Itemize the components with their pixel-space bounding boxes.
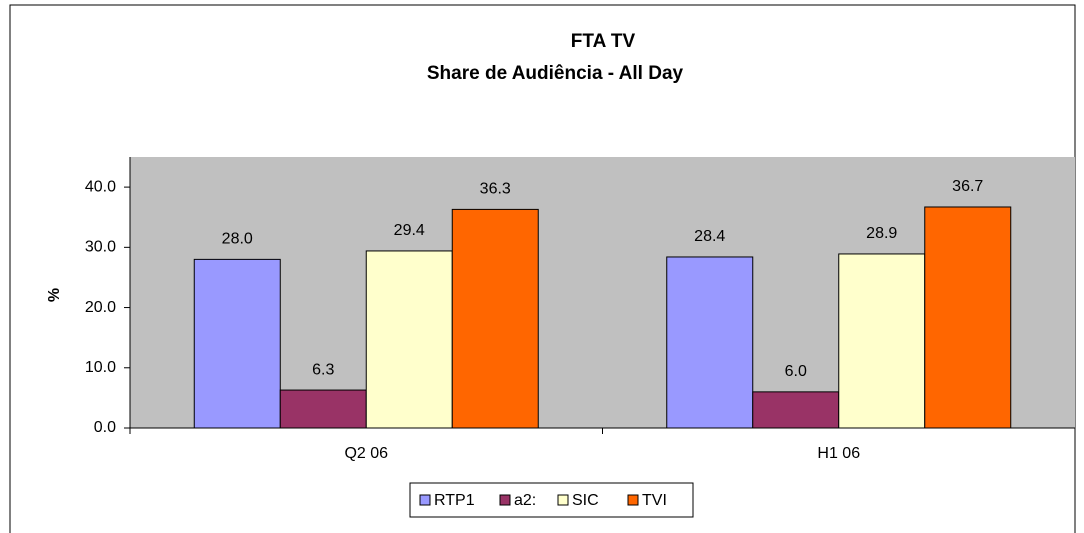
legend-label: a2:	[514, 492, 536, 509]
legend-label: TVI	[642, 492, 667, 509]
bar	[752, 391, 840, 429]
data-label: 28.9	[866, 225, 897, 242]
bar	[666, 256, 754, 429]
bar	[279, 389, 367, 429]
data-label: 28.4	[694, 228, 725, 245]
data-label: 6.3	[312, 361, 334, 378]
y-tick-label: 0.0	[94, 419, 116, 436]
y-tick-label: 40.0	[85, 178, 116, 195]
data-label: 36.7	[952, 178, 983, 195]
bar	[365, 250, 453, 429]
y-axis-label: %	[46, 288, 63, 302]
data-label: 29.4	[394, 222, 425, 239]
legend-label: RTP1	[434, 492, 475, 509]
y-tick-label: 20.0	[85, 299, 116, 316]
bar	[838, 253, 926, 429]
bar	[193, 258, 281, 429]
y-tick-label: 10.0	[85, 359, 116, 376]
bar	[924, 206, 1012, 429]
y-tick-label: 30.0	[85, 239, 116, 256]
legend-label: SIC	[572, 492, 599, 509]
data-label: 28.0	[222, 231, 253, 248]
legend-swatch	[419, 494, 431, 506]
data-label: 36.3	[480, 181, 511, 198]
legend-swatch	[557, 494, 569, 506]
bar	[451, 208, 539, 429]
chart-title: FTA TV	[571, 31, 636, 52]
x-tick-label: Q2 06	[344, 445, 388, 462]
chart-subtitle: Share de Audiência - All Day	[427, 63, 684, 84]
legend-swatch	[499, 494, 511, 506]
legend-swatch	[627, 494, 639, 506]
legend-box	[409, 482, 694, 518]
x-tick-label: H1 06	[817, 445, 860, 462]
data-label: 6.0	[785, 363, 807, 380]
